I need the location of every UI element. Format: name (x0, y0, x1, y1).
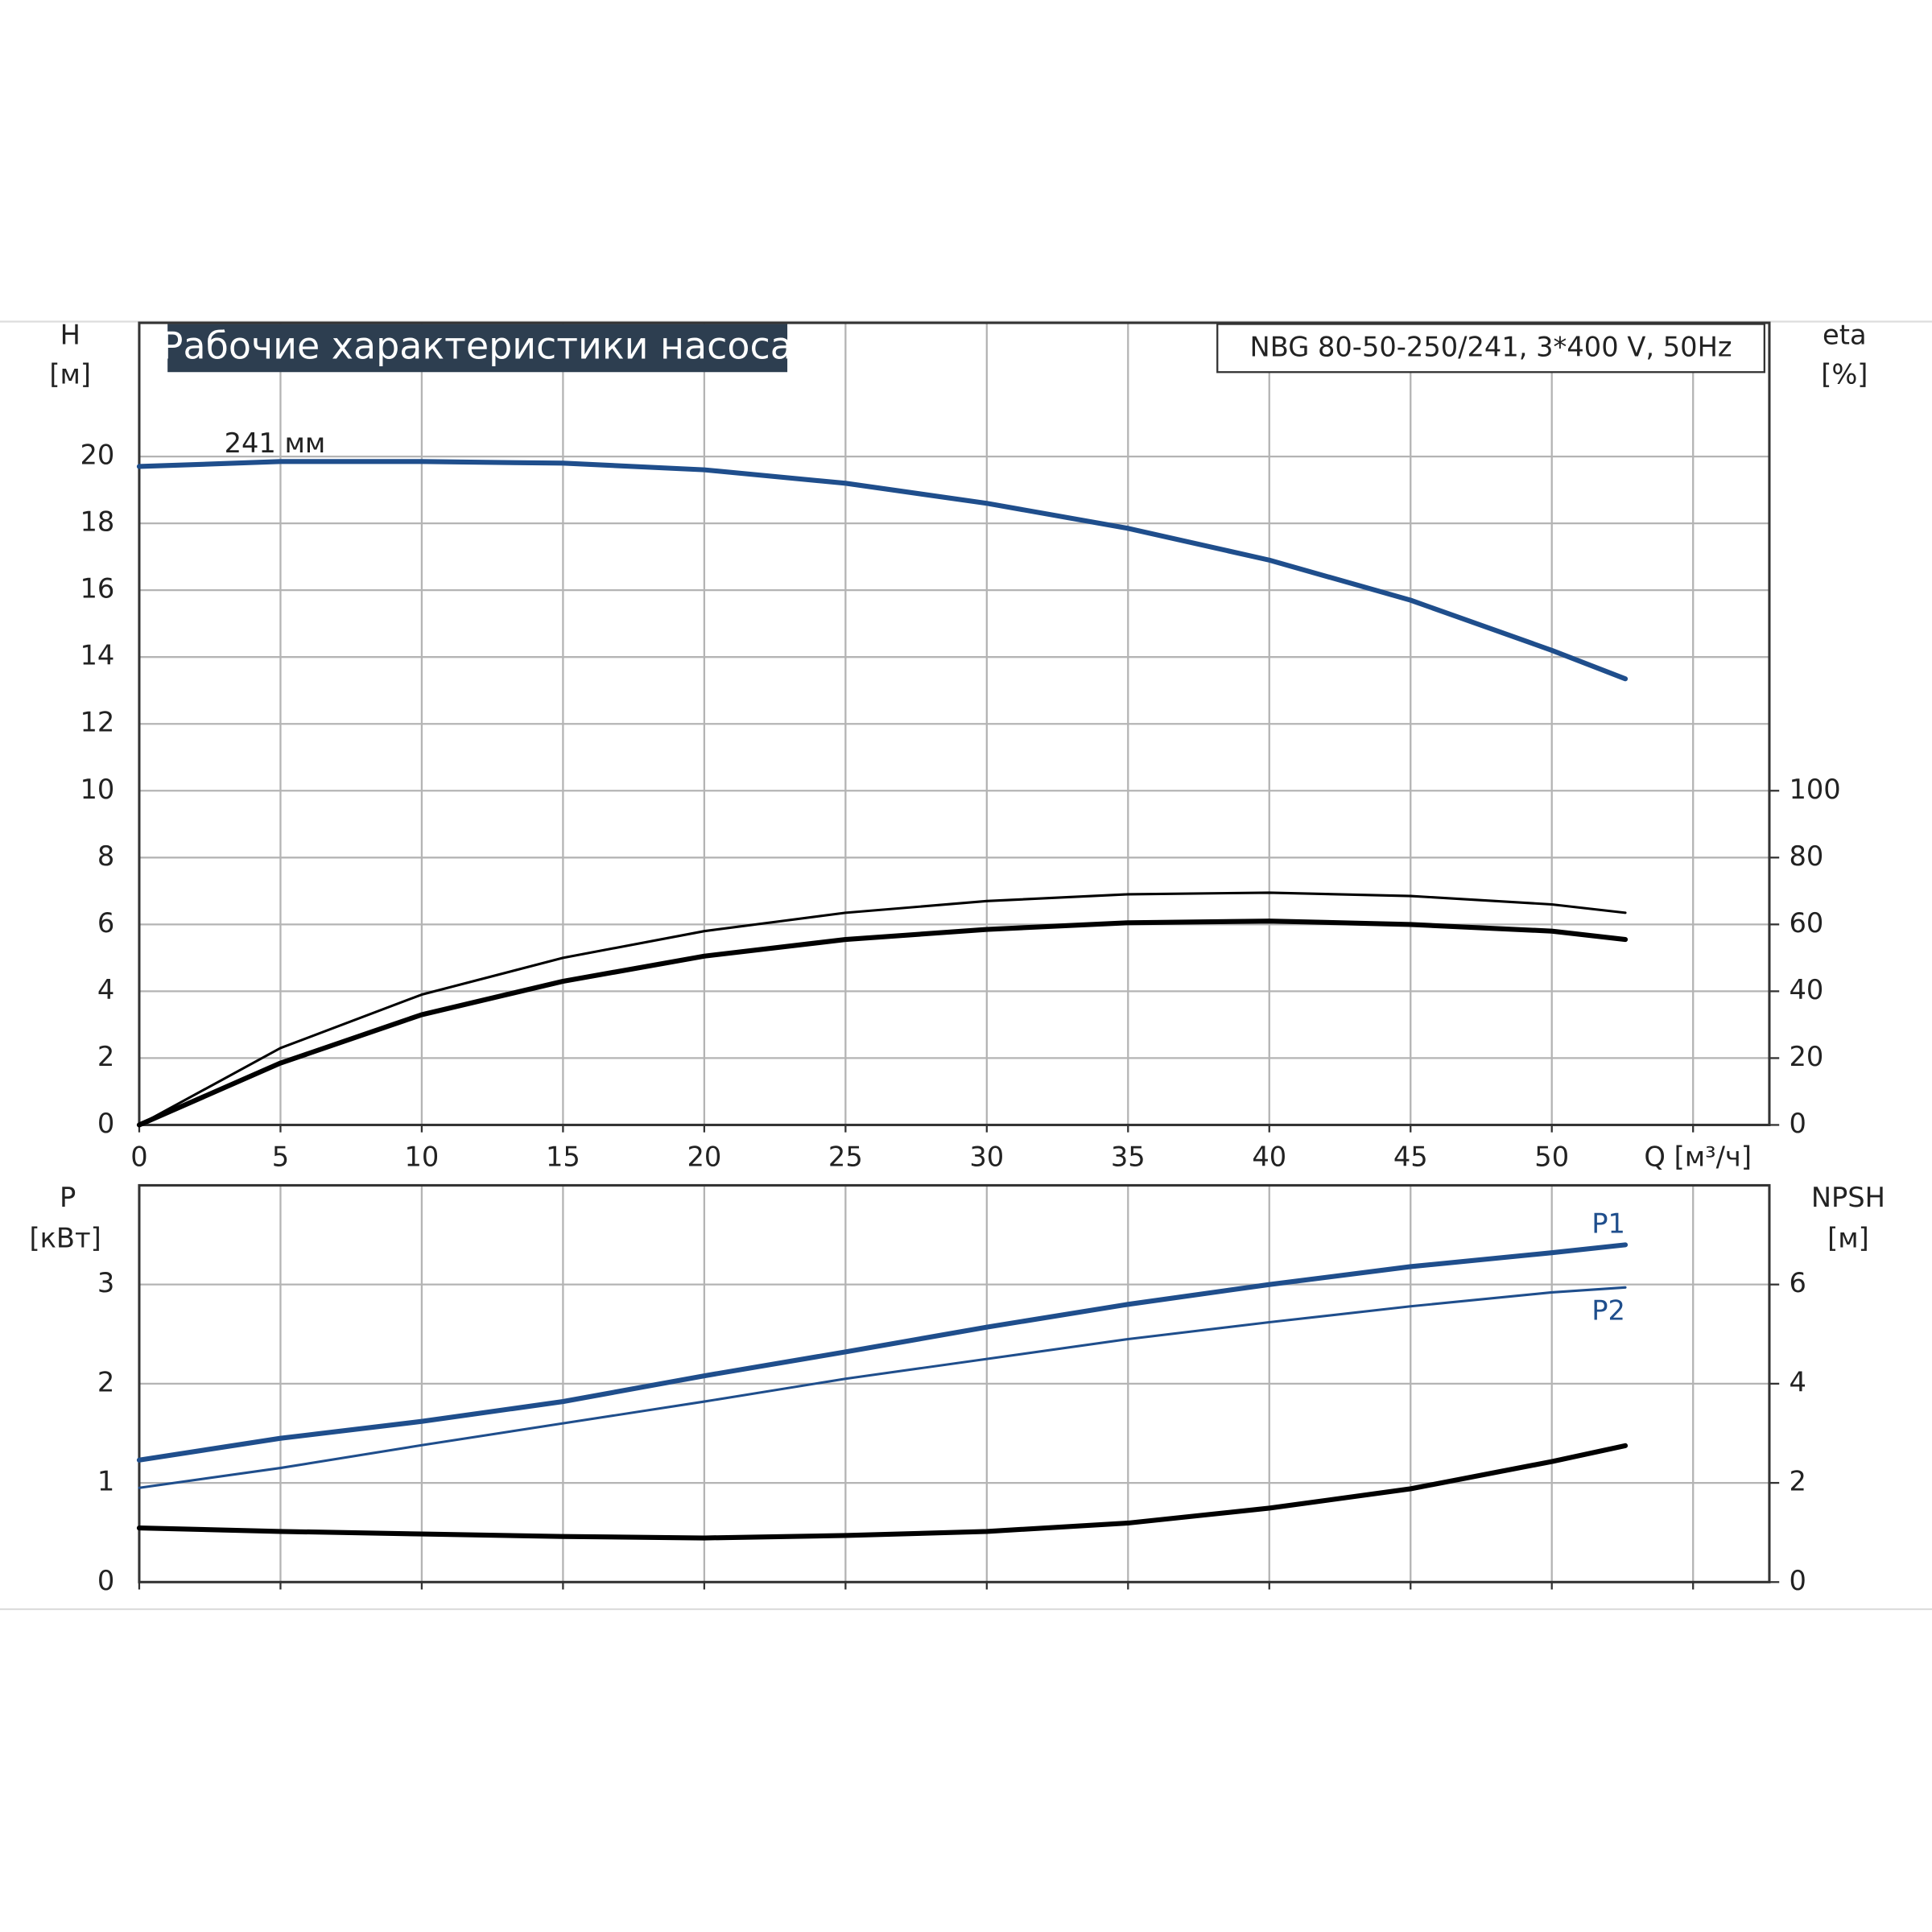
y2-tick-label: 60 (1789, 907, 1823, 939)
y-tick-label: 2 (97, 1041, 114, 1072)
y-tick-label: 2 (97, 1366, 114, 1397)
x-tick-label: 25 (828, 1141, 863, 1172)
series-label: P1 (1591, 1208, 1625, 1239)
power-chart: 0 1 2 3 0 2 4 6 P1 P2 (97, 1183, 1806, 1596)
series-line (136, 919, 1629, 1128)
series-line (138, 1286, 1627, 1489)
y2-tick-label: 6 (1789, 1267, 1806, 1298)
y-tick-label: 6 (97, 907, 114, 939)
model-box (1216, 323, 1765, 374)
y2-label: NPSH (1811, 1182, 1885, 1213)
x-tick-label: 30 (969, 1141, 1004, 1172)
model-label: NBG 80-50-250/241, 3*400 V, 50Hz (1250, 332, 1732, 363)
y2-label: [м] (1827, 1222, 1869, 1253)
x-tick-label: 5 (272, 1141, 289, 1172)
head-chart: 0 5 10 15 20 25 30 35 40 45 50 0 2 4 6 8 10 12 14 16 18 20 0 20… (80, 321, 1841, 1172)
series-line (136, 1443, 1629, 1541)
y2-tick-label: 40 (1789, 974, 1823, 1005)
y-tick-label: 14 (80, 640, 115, 671)
chart-title: Рабочие характеристики насоса (161, 324, 793, 368)
x-tick-label: 40 (1252, 1141, 1286, 1172)
y2-tick-label: 100 (1789, 774, 1840, 805)
series-line (136, 1242, 1629, 1463)
y-tick-label: 0 (97, 1565, 114, 1596)
y-label: H (60, 319, 80, 350)
x-tick-label: 10 (404, 1141, 439, 1172)
y-label: [м] (49, 358, 91, 390)
y-tick-label: 8 (97, 840, 114, 872)
y-tick-label: 16 (80, 573, 115, 605)
y2-tick-label: 4 (1789, 1366, 1806, 1397)
plot-frame (138, 321, 1771, 1126)
y2-tick-label: 0 (1789, 1565, 1806, 1596)
y-label: P (60, 1182, 76, 1213)
y-tick-label: 3 (97, 1267, 114, 1298)
x-tick-label: 0 (130, 1141, 147, 1172)
series-line (138, 891, 1627, 1126)
y-tick-label: 1 (97, 1466, 114, 1497)
y-tick-label: 10 (80, 774, 115, 805)
annotation: 241 мм (225, 427, 326, 459)
y-tick-label: 0 (97, 1108, 114, 1139)
x-tick-label: 15 (546, 1141, 580, 1172)
y2-tick-label: 80 (1789, 840, 1823, 872)
x-label: Q [м³/ч] (1644, 1141, 1752, 1172)
y2-tick-label: 20 (1789, 1041, 1823, 1072)
plot-frame (138, 1183, 1771, 1583)
y-label: [кВт] (29, 1222, 101, 1253)
x-tick-label: 35 (1111, 1141, 1146, 1172)
y2-tick-label: 0 (1789, 1108, 1806, 1139)
x-tick-label: 45 (1393, 1141, 1428, 1172)
series-label: P2 (1591, 1294, 1625, 1326)
y-tick-label: 12 (80, 707, 115, 738)
y-tick-label: 4 (97, 974, 114, 1005)
x-tick-label: 50 (1534, 1141, 1569, 1172)
series-line (136, 459, 1629, 682)
y-tick-label: 20 (80, 440, 115, 471)
x-tick-label: 20 (687, 1141, 721, 1172)
y2-label: [%] (1821, 358, 1868, 390)
y-tick-label: 18 (80, 506, 115, 538)
y2-tick-label: 2 (1789, 1466, 1806, 1497)
title-box (167, 324, 788, 373)
y2-label: eta (1823, 319, 1867, 350)
